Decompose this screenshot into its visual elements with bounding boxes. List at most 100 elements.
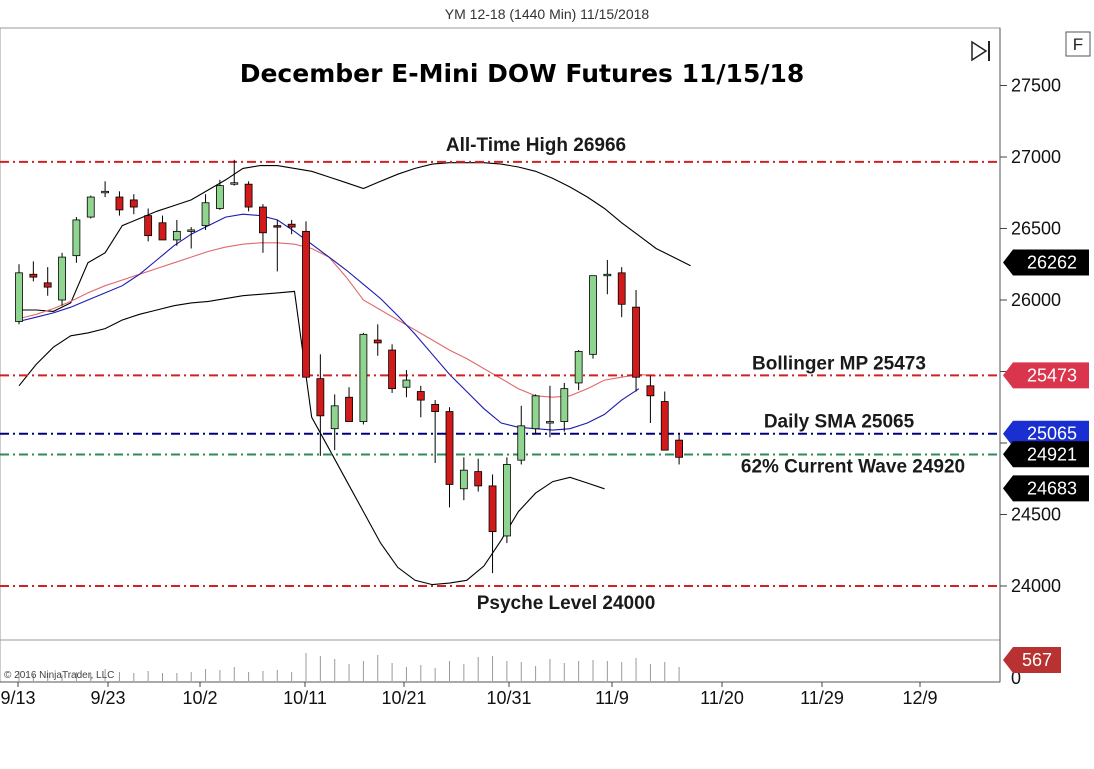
price-tag-shape: [1003, 362, 1089, 389]
price-tick-label: 24500: [1011, 505, 1061, 525]
candle-down: [388, 349, 397, 390]
horizontal-levels: [0, 160, 1000, 587]
volume-tag-label: 567: [1022, 650, 1052, 670]
date-tick-label: 9/23: [90, 688, 125, 708]
candle-down: [632, 306, 640, 378]
date-tick-label: 11/29: [800, 688, 844, 708]
candle-down: [144, 215, 153, 237]
candle-up: [215, 185, 224, 209]
date-tick-label: 11/9: [595, 688, 629, 708]
date-tick-label: 10/11: [283, 688, 327, 708]
price-tag-24683: 24683: [1003, 475, 1089, 502]
candle-down: [617, 272, 626, 305]
candle-down: [646, 385, 655, 397]
date-tick-label: 12/9: [902, 688, 937, 708]
candle-down: [43, 282, 52, 288]
price-tick-label: 26500: [1011, 219, 1061, 239]
level-label-fib-62: 62% Current Wave 24920: [741, 456, 965, 477]
candle-up: [574, 351, 583, 384]
volume-tag-shape: [1003, 647, 1061, 673]
price-tick-label: 27000: [1011, 147, 1061, 167]
price-tag-25473: 25473: [1003, 362, 1089, 389]
candle-down: [431, 403, 440, 412]
date-tick-label: 9/13: [0, 688, 35, 708]
candle-down: [445, 411, 454, 485]
candle-down: [675, 439, 683, 458]
price-tag-shape: [1003, 441, 1089, 468]
candle-down: [259, 206, 267, 234]
date-tick-label: 10/21: [381, 688, 426, 708]
candle-up: [589, 275, 597, 355]
candle-down: [302, 230, 310, 378]
f-button[interactable]: F: [1065, 31, 1091, 57]
candle-down: [29, 273, 38, 278]
price-tag-26262: 26262: [1003, 249, 1089, 276]
price-tag-shape: [1003, 420, 1089, 447]
candle-up: [330, 405, 339, 430]
candlesticks: [15, 159, 683, 574]
skip-to-end-icon[interactable]: [971, 40, 990, 62]
candle-down: [273, 225, 282, 228]
candle-down: [488, 485, 497, 533]
middle-bollinger-band: [18, 242, 657, 398]
price-tick-label: 24000: [1011, 576, 1061, 596]
chart-title: December E-Mini DOW Futures 11/15/18: [240, 59, 805, 88]
candle-down: [158, 222, 167, 241]
upper-bollinger-band: [19, 162, 691, 312]
date-tick-label: 11/20: [700, 688, 744, 708]
lower-bollinger-band: [18, 290, 605, 586]
date-tick-label: 10/2: [182, 688, 217, 708]
sma-line: [18, 213, 640, 431]
level-label-bollinger-mp: Bollinger MP 25473: [752, 353, 926, 374]
price-tag-24921: 24921: [1003, 441, 1089, 468]
candle-up: [86, 196, 95, 218]
volume-zero-label: 0: [1011, 668, 1021, 688]
bollinger-bands: [18, 162, 691, 586]
candle-up: [546, 421, 554, 424]
candle-up: [15, 272, 23, 322]
candle-down: [316, 378, 325, 417]
date-axis-ticks: 9/13 9/23 10/2 10/11 10/21 10/31 11/9 11/20 11/2…: [0, 682, 938, 708]
volume-tag: 567: [1003, 647, 1061, 673]
f-button-label: F: [1073, 35, 1083, 54]
candle-up: [359, 333, 368, 422]
level-label-psyche-level: Psyche Level 24000: [477, 593, 656, 614]
price-tag-label: 26262: [1027, 253, 1077, 273]
volume-bars: [18, 653, 680, 681]
candle-up: [502, 464, 511, 537]
candle-down: [373, 339, 382, 344]
date-tick-label: 10/31: [486, 688, 531, 708]
candle-down: [474, 471, 483, 487]
candle-down: [129, 199, 138, 208]
candle-up: [230, 182, 239, 185]
copyright-text: © 2016 NinjaTrader, LLC: [4, 670, 114, 681]
candle-up: [603, 273, 612, 277]
chart-header: YM 12-18 (1440 Min) 11/15/2018: [444, 6, 650, 22]
price-tag-shape: [1003, 475, 1089, 502]
candle-up: [531, 395, 540, 430]
level-label-daily-sma: Daily SMA 25065: [764, 412, 915, 433]
candle-down: [416, 391, 425, 401]
candle-up: [72, 219, 81, 257]
candle-up: [402, 379, 411, 388]
candle-up: [201, 202, 210, 227]
price-tag-label: 24683: [1027, 478, 1077, 498]
price-tag-label: 25065: [1027, 424, 1077, 444]
candle-up: [459, 469, 468, 490]
price-tick-label: 27500: [1011, 76, 1061, 96]
candle-up: [101, 190, 109, 194]
price-tag-25065: 25065: [1003, 420, 1089, 447]
price-tag-label: 25473: [1027, 365, 1077, 385]
price-tag-label: 24921: [1027, 444, 1077, 464]
level-label-all-time-high: All-Time High 26966: [446, 135, 626, 156]
level-labels: All-Time High 26966 Bollinger MP 25473 Dai…: [446, 135, 965, 614]
candle-down: [345, 396, 353, 422]
candle-up: [517, 425, 526, 461]
candle-down: [287, 223, 296, 228]
price-tag-shape: [1003, 249, 1089, 276]
candle-down: [244, 183, 253, 208]
candle-up: [560, 388, 569, 422]
candle-down: [660, 401, 669, 451]
